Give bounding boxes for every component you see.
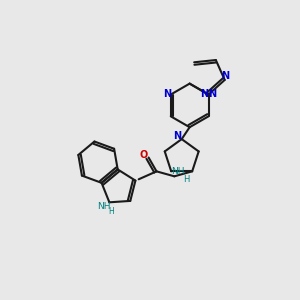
Text: NH: NH — [172, 167, 185, 176]
Text: N: N — [163, 88, 171, 98]
Text: H: H — [183, 175, 189, 184]
Text: N: N — [200, 88, 208, 98]
Text: N: N — [220, 71, 229, 81]
Text: O: O — [140, 149, 148, 160]
Text: N: N — [173, 131, 181, 141]
Text: N: N — [208, 88, 217, 98]
Text: H: H — [109, 207, 114, 216]
Text: NH: NH — [97, 202, 110, 211]
